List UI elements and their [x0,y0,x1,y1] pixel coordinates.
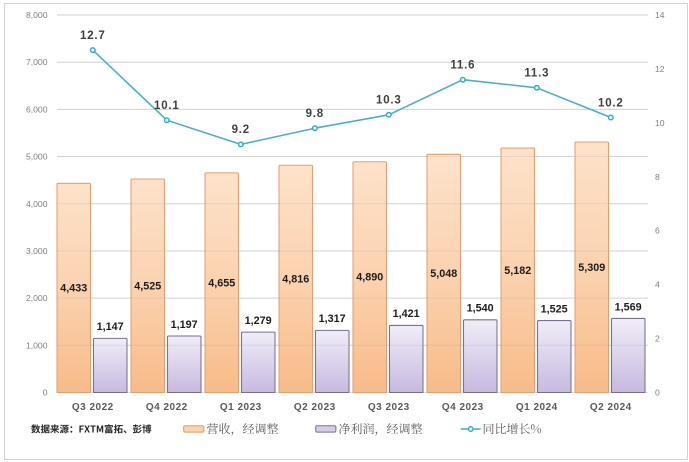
svg-text:11.6: 11.6 [450,60,475,72]
svg-text:14: 14 [655,10,665,20]
svg-text:5,309: 5,309 [578,262,605,274]
svg-text:4: 4 [655,280,660,290]
svg-text:1,540: 1,540 [467,303,494,315]
svg-text:8,000: 8,000 [26,10,48,20]
svg-text:9.8: 9.8 [306,108,324,120]
svg-text:12.7: 12.7 [80,30,106,42]
svg-text:Q1 2024: Q1 2024 [516,402,558,413]
svg-text:10.1: 10.1 [154,100,180,112]
svg-text:4,000: 4,000 [26,199,48,209]
svg-text:Q2 2024: Q2 2024 [590,402,632,413]
svg-text:Q4 2023: Q4 2023 [442,402,484,413]
svg-text:1,569: 1,569 [615,301,642,313]
svg-text:3,000: 3,000 [26,246,48,256]
svg-text:10.3: 10.3 [376,95,402,107]
svg-text:4,525: 4,525 [134,280,161,292]
svg-text:6: 6 [655,226,660,236]
svg-text:0: 0 [43,388,48,398]
svg-text:2,000: 2,000 [26,293,48,303]
svg-text:0: 0 [655,388,660,398]
svg-text:4,890: 4,890 [356,272,383,284]
svg-text:5,182: 5,182 [504,265,531,277]
svg-text:10.2: 10.2 [598,97,624,109]
svg-text:5,048: 5,048 [430,268,457,280]
svg-text:4,816: 4,816 [282,274,309,286]
svg-text:11.3: 11.3 [524,68,549,80]
svg-text:10: 10 [655,118,665,128]
svg-text:1,000: 1,000 [26,340,48,350]
svg-text:1,317: 1,317 [319,313,346,325]
svg-text:12: 12 [655,64,665,74]
svg-text:Q2 2023: Q2 2023 [294,402,336,413]
svg-text:1,525: 1,525 [541,303,568,315]
svg-text:1,421: 1,421 [393,308,420,320]
svg-text:1,147: 1,147 [97,321,124,333]
svg-text:2: 2 [655,334,660,344]
svg-text:4,433: 4,433 [60,283,87,295]
svg-text:9.2: 9.2 [232,124,250,136]
svg-text:Q3 2022: Q3 2022 [72,402,114,413]
svg-text:Q3 2023: Q3 2023 [368,402,410,413]
svg-text:8: 8 [655,172,660,182]
svg-text:Q1 2023: Q1 2023 [220,402,262,413]
svg-text:1,197: 1,197 [171,319,198,331]
svg-text:7,000: 7,000 [26,57,48,67]
svg-text:4,655: 4,655 [208,277,235,289]
svg-text:Q4 2022: Q4 2022 [146,402,188,413]
svg-text:1,279: 1,279 [245,315,272,327]
svg-text:5,000: 5,000 [26,152,48,162]
svg-text:6,000: 6,000 [26,104,48,114]
